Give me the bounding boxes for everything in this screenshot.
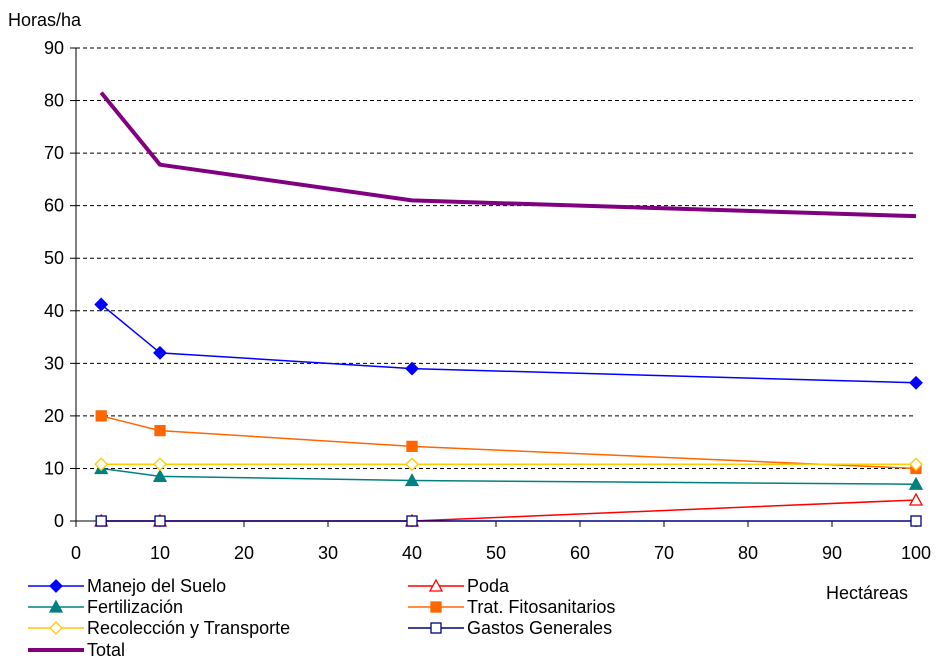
series-group [94, 91, 924, 527]
data-point-gastos-generales [95, 515, 107, 527]
y-tick-labels: 0 10 20 30 40 50 60 70 80 90 [44, 38, 64, 531]
legend-item: Fertilización [28, 597, 183, 617]
legend-marker [430, 601, 442, 613]
legend: Manejo del SueloFertilizaciónRecolección… [28, 576, 615, 660]
y-tick-label: 0 [54, 511, 64, 531]
data-point-recoleccion-y-transporte [153, 457, 167, 472]
legend-label: Fertilización [87, 597, 183, 617]
x-tick-label: 70 [654, 543, 674, 563]
y-tick-label: 20 [44, 406, 64, 426]
legend-label: Gastos Generales [467, 618, 612, 638]
series-total [99, 91, 917, 219]
series-line-poda [101, 499, 917, 522]
series-fertilizacion [94, 461, 924, 490]
series-line-trat-fitosanitarios [101, 415, 917, 470]
data-point-trat-fitosanitarios [406, 440, 418, 453]
y-tick-label: 50 [44, 248, 64, 268]
legend-label: Manejo del Suelo [87, 576, 226, 596]
y-tick-label: 30 [44, 353, 64, 373]
y-axis-title: Horas/ha [8, 10, 82, 30]
data-point-recoleccion-y-transporte [909, 457, 923, 472]
data-point-manejo-del-suelo [153, 345, 167, 360]
data-point-poda [908, 492, 924, 506]
x-tick-label: 20 [234, 543, 254, 563]
x-tick-label: 60 [570, 543, 590, 563]
x-tick-label: 30 [318, 543, 338, 563]
series-recoleccion-y-transporte [94, 457, 923, 472]
data-point-fertilizacion [908, 476, 924, 490]
y-tick-label: 80 [44, 91, 64, 111]
x-tick-label: 50 [486, 543, 506, 563]
legend-marker [430, 622, 442, 634]
x-axis-title: Hectáreas [826, 583, 908, 603]
legend-marker [48, 599, 64, 613]
y-tick-label: 70 [44, 143, 64, 163]
data-point-trat-fitosanitarios [154, 424, 166, 437]
y-tick-label: 60 [44, 196, 64, 216]
x-tick-labels: 0 10 20 30 40 50 60 70 80 90 100 [71, 543, 931, 563]
legend-item: Trat. Fitosanitarios [408, 597, 615, 617]
x-tick-label: 0 [71, 543, 81, 563]
data-point-recoleccion-y-transporte [405, 457, 419, 472]
legend-marker [49, 621, 63, 635]
legend-item: Recolección y Transporte [28, 618, 290, 638]
series-line-manejo-del-suelo [100, 303, 917, 384]
series-line-fertilizacion [101, 467, 917, 485]
data-point-fertilizacion [152, 468, 168, 482]
data-point-manejo-del-suelo [405, 361, 419, 376]
data-point-manejo-del-suelo [909, 375, 923, 390]
x-tick-label: 10 [150, 543, 170, 563]
x-tick-label: 80 [738, 543, 758, 563]
series-gastos-generales [95, 515, 922, 527]
x-tick-label: 40 [402, 543, 422, 563]
legend-item: Poda [408, 576, 510, 596]
legend-item: Gastos Generales [408, 618, 612, 638]
legend-label: Total [87, 640, 125, 660]
x-tick-label: 90 [822, 543, 842, 563]
axes [70, 47, 917, 527]
y-tick-label: 90 [44, 38, 64, 58]
legend-marker [428, 578, 444, 592]
data-point-gastos-generales [406, 515, 418, 527]
data-point-gastos-generales [154, 515, 166, 527]
legend-marker [49, 579, 63, 593]
legend-label: Trat. Fitosanitarios [467, 597, 615, 617]
data-point-recoleccion-y-transporte [94, 457, 109, 472]
data-point-trat-fitosanitarios [95, 410, 107, 422]
series-line-total [99, 91, 917, 219]
y-tick-label: 10 [44, 458, 64, 478]
legend-item: Total [28, 640, 125, 660]
series-manejo-del-suelo [94, 297, 923, 390]
data-point-manejo-del-suelo [94, 297, 109, 312]
gridlines [76, 47, 916, 469]
legend-label: Poda [467, 576, 510, 596]
data-point-fertilizacion [404, 473, 420, 487]
legend-label: Recolección y Transporte [87, 618, 290, 638]
legend-item: Manejo del Suelo [28, 576, 226, 596]
x-tick-label: 100 [901, 543, 931, 563]
data-point-gastos-generales [910, 515, 922, 527]
y-tick-label: 40 [44, 301, 64, 321]
